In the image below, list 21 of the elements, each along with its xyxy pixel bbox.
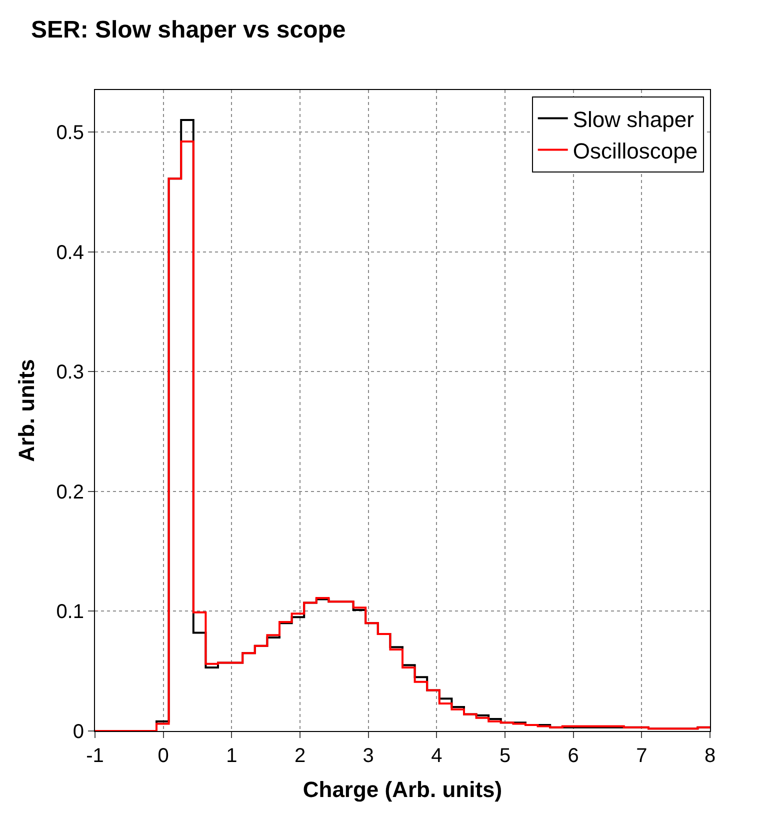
chart-title: SER: Slow shaper vs scope — [31, 16, 346, 44]
x-tick-label: -1 — [86, 745, 104, 767]
y-tick-label: 0.4 — [56, 242, 84, 264]
legend-label: Slow shaper — [572, 106, 694, 132]
x-tick-label: 3 — [362, 745, 374, 767]
y-tick-label: 0.1 — [56, 601, 84, 624]
x-tick-label: 5 — [499, 745, 511, 767]
x-tick-label: 6 — [568, 745, 579, 767]
x-tick-label: 8 — [704, 745, 716, 767]
x-tick-label: 0 — [158, 745, 169, 767]
x-tick-label: 7 — [636, 745, 648, 767]
y-tick-label: 0.3 — [56, 362, 84, 384]
legend-label: Oscilloscope — [572, 138, 698, 164]
x-tick-label: 2 — [294, 745, 306, 767]
y-tick-label: 0.2 — [56, 481, 84, 504]
x-tick-label: 1 — [226, 745, 238, 767]
x-tick-label: 4 — [431, 745, 442, 767]
y-tick-label: 0.5 — [56, 122, 84, 144]
y-tick-label: 0 — [72, 721, 84, 743]
y-axis-title: Arb. units — [14, 359, 39, 462]
x-axis-title: Charge (Arb. units) — [302, 776, 502, 802]
